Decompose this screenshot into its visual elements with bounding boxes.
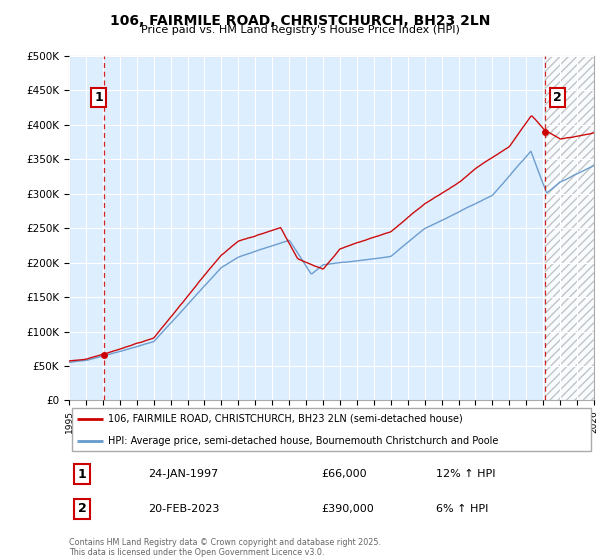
Text: £390,000: £390,000 bbox=[321, 504, 374, 514]
Bar bbox=[545, 56, 594, 400]
Text: Price paid vs. HM Land Registry's House Price Index (HPI): Price paid vs. HM Land Registry's House … bbox=[140, 25, 460, 35]
Text: 1: 1 bbox=[78, 468, 86, 480]
FancyBboxPatch shape bbox=[71, 408, 592, 451]
Text: 12% ↑ HPI: 12% ↑ HPI bbox=[437, 469, 496, 479]
Bar bbox=[545, 56, 594, 400]
Text: 106, FAIRMILE ROAD, CHRISTCHURCH, BH23 2LN (semi-detached house): 106, FAIRMILE ROAD, CHRISTCHURCH, BH23 2… bbox=[109, 414, 463, 424]
Text: 6% ↑ HPI: 6% ↑ HPI bbox=[437, 504, 489, 514]
Text: 2: 2 bbox=[78, 502, 86, 515]
Text: HPI: Average price, semi-detached house, Bournemouth Christchurch and Poole: HPI: Average price, semi-detached house,… bbox=[109, 436, 499, 446]
Text: 24-JAN-1997: 24-JAN-1997 bbox=[148, 469, 218, 479]
Text: 2: 2 bbox=[553, 91, 562, 104]
Text: 20-FEB-2023: 20-FEB-2023 bbox=[148, 504, 219, 514]
Text: £66,000: £66,000 bbox=[321, 469, 367, 479]
Text: 106, FAIRMILE ROAD, CHRISTCHURCH, BH23 2LN: 106, FAIRMILE ROAD, CHRISTCHURCH, BH23 2… bbox=[110, 14, 490, 28]
Text: Contains HM Land Registry data © Crown copyright and database right 2025.
This d: Contains HM Land Registry data © Crown c… bbox=[69, 538, 381, 557]
Text: 1: 1 bbox=[95, 91, 103, 104]
